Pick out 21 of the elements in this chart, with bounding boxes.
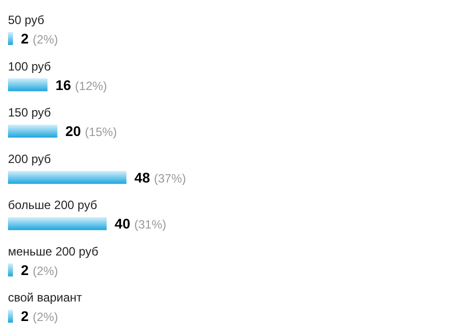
y-tick-label: 50 руб bbox=[8, 13, 44, 27]
bar bbox=[8, 217, 107, 230]
bar bbox=[8, 170, 126, 184]
bar bbox=[8, 310, 13, 323]
data-label: 20 (15%) bbox=[65, 123, 117, 140]
y-tick-label: 150 руб bbox=[8, 106, 52, 120]
data-label: 16 (12%) bbox=[55, 76, 108, 93]
data-label: 40 (31%) bbox=[114, 216, 166, 232]
bar bbox=[8, 32, 13, 45]
y-tick-label: 100 руб bbox=[8, 59, 52, 74]
bar bbox=[8, 78, 48, 92]
data-label: 2 (2%) bbox=[20, 30, 58, 46]
data-label: 2 (2%) bbox=[20, 262, 58, 278]
data-label: 2 (2%) bbox=[20, 308, 58, 324]
bar bbox=[8, 263, 13, 276]
y-tick-label: меньше 200 руб bbox=[8, 244, 98, 258]
y-tick-label: 200 руб bbox=[8, 152, 52, 166]
data-label: 48 (37%) bbox=[134, 169, 186, 186]
y-tick-label: свой вариант bbox=[8, 290, 83, 305]
bar bbox=[8, 124, 58, 138]
y-tick-label: больше 200 руб bbox=[8, 198, 98, 212]
